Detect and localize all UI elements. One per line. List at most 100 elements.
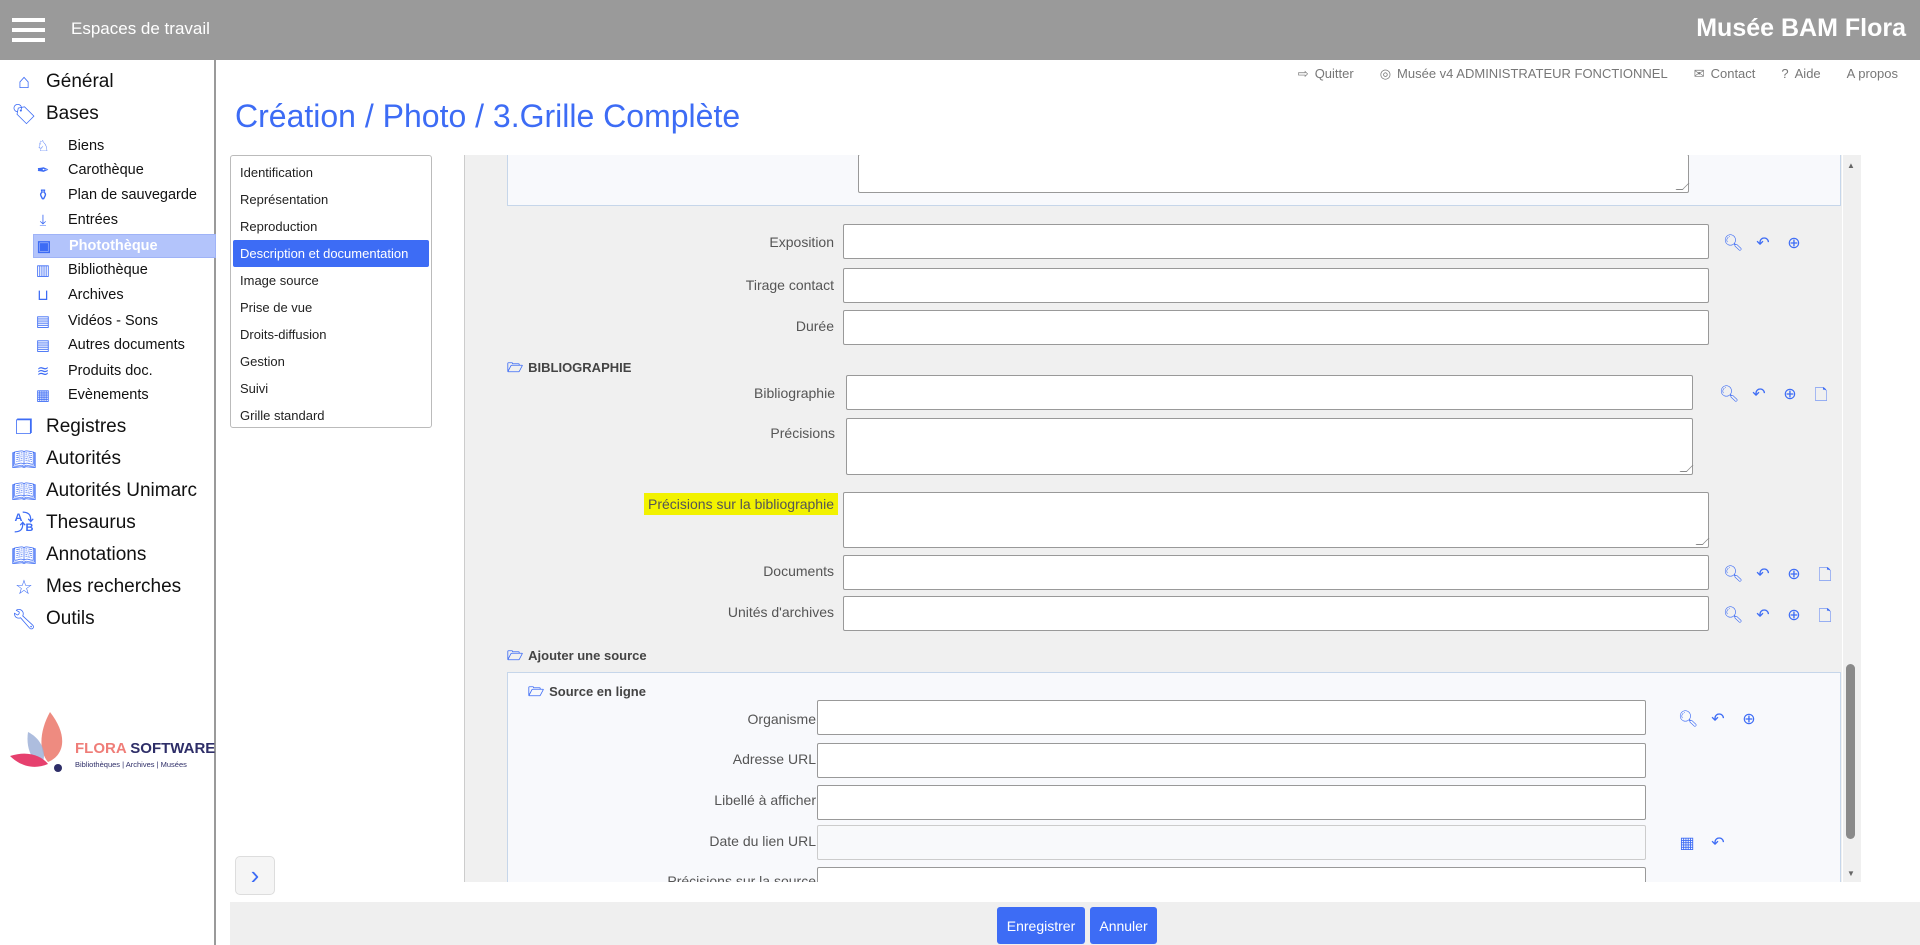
- organisme-actions: 🔍︎ ↶ ⊕: [1678, 709, 1758, 729]
- search-icon[interactable]: 🔍︎: [1678, 711, 1699, 728]
- tab-representation[interactable]: Représentation: [240, 192, 329, 207]
- tab-prise-de-vue[interactable]: Prise de vue: [240, 300, 313, 315]
- scroll-up-icon[interactable]: ▲: [1847, 161, 1855, 170]
- undo-icon[interactable]: ↶: [1711, 711, 1725, 728]
- duree-input[interactable]: [843, 310, 1709, 345]
- date-lien-url-input[interactable]: [817, 825, 1646, 860]
- tab-grille-standard[interactable]: Grille standard: [240, 408, 325, 423]
- organisme-input[interactable]: [817, 700, 1646, 735]
- chess-knight-icon: ♘: [36, 138, 50, 155]
- sidebar-item-bibliotheque[interactable]: ▥ Bibliothèque: [33, 258, 216, 282]
- sidebar-item-annotations[interactable]: 📖︎ Annotations: [11, 544, 147, 567]
- calendar-icon: ▦: [35, 387, 51, 404]
- add-circle-icon[interactable]: ⊕: [1787, 607, 1801, 624]
- file-add-icon[interactable]: 🗋: [1814, 387, 1828, 404]
- tab-image-source[interactable]: Image source: [240, 273, 319, 288]
- search-icon[interactable]: 🔍︎: [1719, 386, 1740, 403]
- sidebar-item-archives[interactable]: ⊔ Archives: [33, 283, 216, 307]
- home-icon: ⌂: [17, 70, 31, 93]
- about-link[interactable]: A propos: [1846, 66, 1898, 81]
- sidebar-item-produits-doc[interactable]: ≋ Produits doc.: [33, 359, 216, 383]
- folder-calendar-icon: 🗁: [507, 648, 524, 663]
- sidebar-item-videos-sons[interactable]: ▤ Vidéos - Sons: [33, 309, 216, 333]
- adresse-url-input[interactable]: [817, 743, 1646, 778]
- bibliographie-actions: 🔍︎ ↶ ⊕ 🗋: [1719, 384, 1830, 411]
- tab-reproduction[interactable]: Reproduction: [240, 219, 318, 234]
- folder-open-icon: 🗁: [507, 360, 524, 375]
- top-header: Espaces de travail Musée BAM Flora: [0, 0, 1920, 60]
- add-source-header[interactable]: 🗁 Ajouter une source: [507, 648, 647, 663]
- tab-droits-diffusion[interactable]: Droits-diffusion: [240, 327, 327, 342]
- search-icon[interactable]: 🔍︎: [1723, 235, 1744, 252]
- calendar-icon[interactable]: ▦: [1679, 835, 1695, 852]
- workspaces-link[interactable]: Espaces de travail: [71, 19, 210, 38]
- add-circle-icon[interactable]: ⊕: [1787, 566, 1801, 583]
- previous-textarea[interactable]: [858, 155, 1689, 193]
- scrollbar-thumb[interactable]: [1846, 664, 1855, 839]
- sidebar-item-entrees[interactable]: ⤓ Entrées: [33, 208, 216, 232]
- sidebar-item-general[interactable]: ⌂ Général: [12, 68, 114, 96]
- search-icon[interactable]: 🔍︎: [1723, 607, 1744, 624]
- book-open-icon: 📖︎: [11, 480, 37, 503]
- book-open-icon: 📖︎: [11, 544, 37, 567]
- sidebar-item-thesaurus[interactable]: A⤵ ⤴B Thesaurus: [12, 509, 136, 537]
- undo-icon[interactable]: ↶: [1756, 235, 1770, 252]
- file-add-icon[interactable]: 🗋: [1818, 608, 1832, 625]
- exposition-actions: 🔍︎ ↶ ⊕: [1723, 233, 1803, 253]
- bibliographie-section-header[interactable]: 🗁 BIBLIOGRAPHIE: [507, 360, 632, 375]
- sidebar-item-registres[interactable]: ❐ Registres: [12, 413, 126, 441]
- sort-alpha-icon: A⤵ ⤴B: [14, 512, 34, 534]
- add-circle-icon[interactable]: ⊕: [1787, 235, 1801, 252]
- sidebar-item-autres-documents[interactable]: ▤ Autres documents: [33, 333, 216, 357]
- source-en-ligne-header[interactable]: 🗁 Source en ligne: [528, 684, 646, 699]
- user-link[interactable]: ◎ Musée v4 ADMINISTRATEUR FONCTIONNEL: [1379, 66, 1668, 81]
- sidebar-item-carotheque[interactable]: ✒ Carothèque: [33, 158, 216, 182]
- sidebar-item-autorites-unimarc[interactable]: 📖︎ Autorités Unimarc: [11, 480, 197, 503]
- sidebar-item-biens[interactable]: ♘ Biens: [33, 134, 216, 158]
- sidebar-item-evenements[interactable]: ▦ Evènements: [33, 383, 216, 407]
- bibliographie-input[interactable]: [846, 375, 1693, 410]
- wrench-icon: 🔧︎: [11, 608, 37, 631]
- form-area: Exposition 🔍︎ ↶ ⊕ Tirage contact Durée 🗁 BI…: [464, 155, 1842, 882]
- sidebar-item-autorites[interactable]: 📖︎ Autorités: [11, 448, 121, 471]
- help-link[interactable]: ? Aide: [1781, 66, 1821, 81]
- libelle-input[interactable]: [817, 785, 1646, 820]
- expand-chevron-right-icon[interactable]: ›: [235, 856, 275, 895]
- sidebar-item-phototheque[interactable]: ▣ Photothèque: [33, 234, 216, 258]
- fire-extinguisher-icon: ⚱: [36, 187, 50, 204]
- tag-icon: 🏷︎: [11, 103, 37, 126]
- tirage-contact-input[interactable]: [843, 268, 1709, 303]
- search-icon[interactable]: 🔍︎: [1723, 566, 1744, 583]
- undo-icon[interactable]: ↶: [1711, 835, 1725, 852]
- tab-suivi[interactable]: Suivi: [240, 381, 269, 396]
- hamburger-menu-icon[interactable]: [12, 18, 45, 42]
- sidebar-item-outils[interactable]: 🔧︎ Outils: [11, 608, 95, 631]
- page-title: Création / Photo / 3.Grille Complète: [235, 98, 741, 134]
- tab-identification[interactable]: Identification: [240, 165, 313, 180]
- sidebar-item-plan-sauvegarde[interactable]: ⚱ Plan de sauvegarde: [33, 183, 216, 207]
- precisions-source-textarea[interactable]: [817, 867, 1646, 882]
- cancel-button[interactable]: Annuler: [1090, 907, 1157, 944]
- pen-nib-icon: ✒: [36, 162, 50, 179]
- exposition-input[interactable]: [843, 224, 1709, 259]
- save-button[interactable]: Enregistrer: [997, 907, 1085, 944]
- sidebar-item-bases[interactable]: 🏷︎ Bases: [11, 103, 99, 126]
- undo-icon[interactable]: ↶: [1756, 566, 1770, 583]
- unites-archives-input[interactable]: [843, 596, 1709, 631]
- add-circle-icon[interactable]: ⊕: [1783, 386, 1797, 403]
- tab-description-documentation[interactable]: Description et documentation: [233, 240, 429, 267]
- file-add-icon[interactable]: 🗋: [1818, 567, 1832, 584]
- undo-icon[interactable]: ↶: [1752, 386, 1766, 403]
- precisions-bibliographie-textarea[interactable]: [843, 492, 1709, 548]
- undo-icon[interactable]: ↶: [1756, 607, 1770, 624]
- sidebar-item-mes-recherches[interactable]: ☆ Mes recherches: [12, 573, 181, 601]
- documents-input[interactable]: [843, 555, 1709, 590]
- quit-link[interactable]: ⇨ Quitter: [1297, 66, 1354, 81]
- add-circle-icon[interactable]: ⊕: [1742, 711, 1756, 728]
- scroll-down-icon[interactable]: ▼: [1847, 869, 1855, 878]
- contact-link[interactable]: ✉ Contact: [1693, 66, 1756, 81]
- tab-gestion[interactable]: Gestion: [240, 354, 285, 369]
- sidebar: ⌂ Général 🏷︎ Bases ♘ Biens ✒ Carothèque ⚱ Pla…: [0, 60, 216, 945]
- precisions-textarea[interactable]: [846, 418, 1693, 475]
- stack-icon: ≋: [36, 363, 50, 380]
